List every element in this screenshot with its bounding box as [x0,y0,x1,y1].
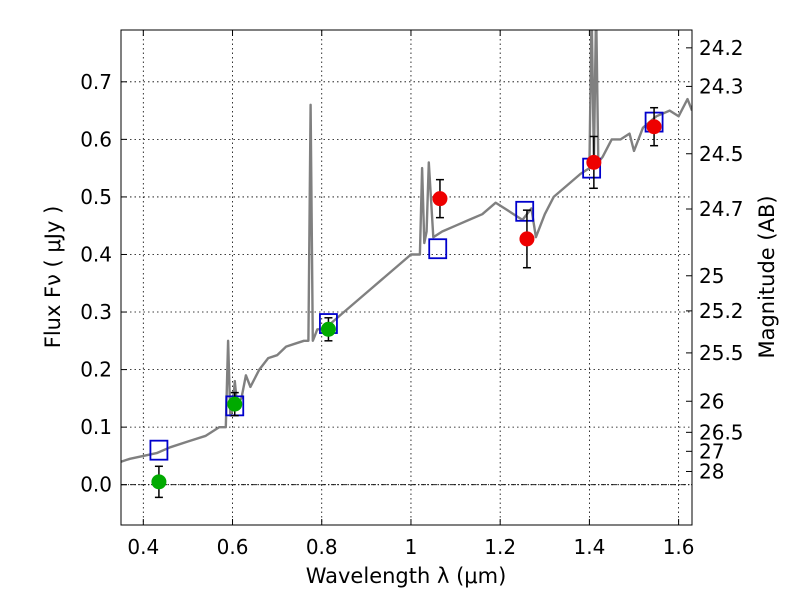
x-tick-label: 0.6 [217,535,249,559]
x-tick-label: 1.6 [663,535,695,559]
observed-flux-point [432,191,448,207]
y-tick-label: 0.3 [80,300,112,324]
magnitude-tick-label: 27 [699,439,724,463]
x-axis-label: Wavelength λ (μm) [306,564,507,588]
plot-background [121,30,692,525]
x-tick-label: 0.4 [127,535,159,559]
magnitude-tick-label: 26 [699,389,724,413]
magnitude-tick-label: 25 [699,264,724,288]
model-photometry-square [515,200,535,222]
y-tick-label: 0.1 [80,415,112,439]
observed-flux-point [151,474,167,490]
y-tick-label: 0.2 [80,358,112,382]
grid [121,30,692,525]
magnitude-tick-label: 26.5 [699,420,744,444]
magnitude-tick-label: 24.5 [699,142,744,166]
y-tick-label: 0.6 [80,127,112,151]
magnitude-tick-label: 25.5 [699,341,744,365]
x-tick-label: 1.4 [573,535,605,559]
model-spectrum-line [121,30,692,463]
spectrum-layer [121,30,692,463]
observed-flux-point [646,119,662,135]
magnitude-tick-label: 24.2 [699,36,744,60]
y-tick-label: 0.4 [80,242,112,266]
magnitude-tick-label: 24.7 [699,197,744,221]
magnitude-tick-label: 28 [699,459,724,483]
y-axis-label: Flux Fν ( μJy ) [41,206,65,349]
x-tick-label: 0.8 [306,535,338,559]
observed-flux-point [586,154,602,170]
y-tick-label: 0.7 [80,70,112,94]
marker-layer [149,106,664,499]
magnitude-tick-label: 25.2 [699,299,744,323]
tick-layer: 0.4 0.6 0.8 1 1.2 1.4 1.6 0.0 0.1 0.2 0.3 0.4 0.5 0.6… [80,30,744,559]
magnitude-tick-label: 24.3 [699,74,744,98]
x-tick-label: 1.2 [484,535,516,559]
x-tick-label: 1 [405,535,418,559]
observed-flux-point [320,321,336,337]
model-photometry-square [149,439,169,461]
observed-flux-point [227,396,243,412]
observed-flux-point [519,231,535,247]
plot-frame [120,29,693,526]
y-axis-label-right: Magnitude (AB) [755,195,779,358]
y-tick-label: 0.5 [80,185,112,209]
y-tick-label: 0.0 [80,473,112,497]
model-photometry-square [428,238,448,260]
